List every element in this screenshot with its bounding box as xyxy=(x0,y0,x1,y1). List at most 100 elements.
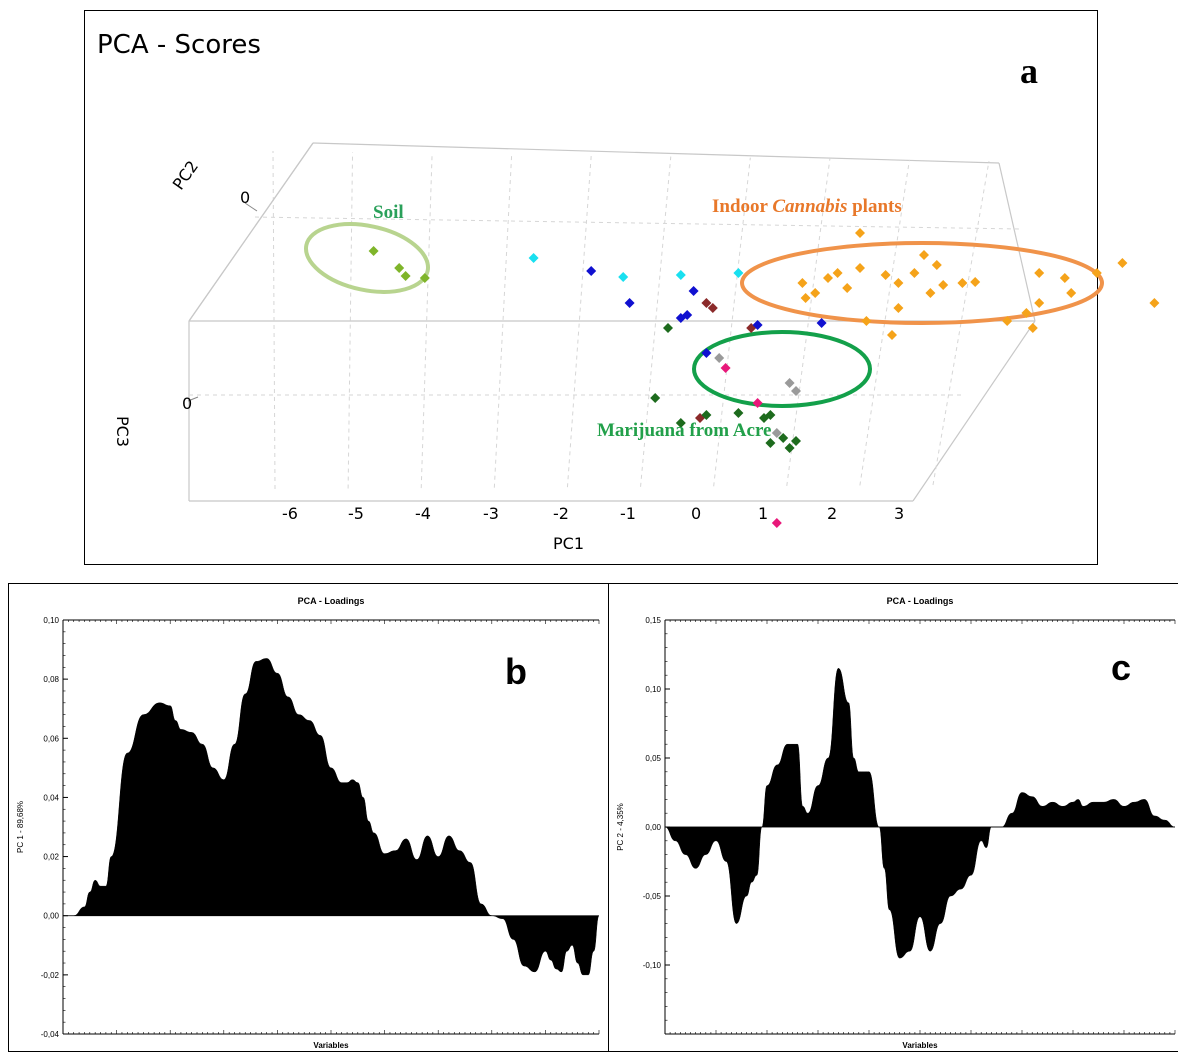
y-tick-label: 0,10 xyxy=(645,685,661,694)
pc1-tick: 1 xyxy=(758,504,768,523)
score-point-indoor xyxy=(1034,268,1045,278)
score-point-blue xyxy=(752,320,763,330)
panel-label-b: b xyxy=(505,651,527,692)
pc2-axis-label: PC2 xyxy=(169,157,202,193)
x-axis-label: Variables xyxy=(902,1041,938,1050)
score-point-indoor xyxy=(931,260,942,270)
score-point-indoor xyxy=(887,330,897,340)
score-point-cyan xyxy=(528,253,539,263)
soil-ellipse xyxy=(303,222,431,294)
y-tick-label: -0,05 xyxy=(643,892,662,901)
score-point-acre xyxy=(784,443,795,453)
pc2-loadings-panel: PCA - Loadings -0,10 -0,05 0,00 0,05 0,10 0,15… xyxy=(609,583,1178,1052)
y-tick-label: -0,04 xyxy=(41,1030,60,1039)
score-point-brown xyxy=(707,303,718,313)
score-point-indoor xyxy=(855,263,865,273)
pc3-tick-mark xyxy=(187,396,199,402)
score-point-acre xyxy=(733,408,744,418)
score-point-gray xyxy=(791,386,801,396)
score-point-acre xyxy=(778,433,789,443)
pc1-axis-label: PC1 xyxy=(553,534,584,553)
score-point-indoor xyxy=(1021,308,1032,318)
pc1-tick: -1 xyxy=(620,504,636,523)
panel-label-c: c xyxy=(1111,647,1131,688)
3d-grid xyxy=(187,142,1021,490)
pc1-loadings-panel: PCA - Loadings -0,04 -0,02 0,00 0,02 0,04 0,06… xyxy=(8,583,609,1052)
score-point-cyan xyxy=(675,270,686,280)
indoor-annotation-suffix: plants xyxy=(847,196,901,217)
score-point-blue xyxy=(624,298,635,308)
score-point-pink xyxy=(720,363,731,373)
score-point-acre xyxy=(791,436,801,446)
score-point-indoor xyxy=(861,316,872,326)
pc1-ticks: -6 -5 -4 -3 -2 -1 0 1 2 3 xyxy=(282,504,904,523)
pc1-loadings-chart: PCA - Loadings -0,04 -0,02 0,00 0,02 0,04 0,06… xyxy=(16,596,600,1050)
indoor-annotation: Indoor Cannabis plants xyxy=(712,196,902,217)
pc1-tick: -5 xyxy=(348,504,364,523)
score-point-indoor xyxy=(855,228,865,238)
pc1-tick: 2 xyxy=(827,504,837,523)
score-point-indoor xyxy=(1002,316,1013,326)
y-tick-label: 0,04 xyxy=(43,793,59,802)
pc1-tick: -2 xyxy=(553,504,569,523)
score-point-soil xyxy=(394,263,405,273)
score-point-brown xyxy=(701,298,712,308)
score-point-indoor xyxy=(938,280,949,290)
y-tick-label: 0,10 xyxy=(43,616,59,625)
pc3-tick-0: 0 xyxy=(182,394,192,413)
y-tick-label: 0,02 xyxy=(43,853,59,862)
x-axis-label: Variables xyxy=(313,1041,349,1050)
score-point-gray xyxy=(771,428,782,438)
score-point-indoor xyxy=(1034,298,1045,308)
score-point-indoor xyxy=(1117,258,1128,268)
group-ellipses xyxy=(303,222,1104,408)
pca-scores-panel: PCA - Scores a Soil Indoor Cannabis plan… xyxy=(84,10,1160,565)
score-point-gray xyxy=(784,378,795,388)
y-axis-label: PC 1 - 89,68% xyxy=(16,801,25,853)
score-point-blue xyxy=(816,318,827,328)
score-point-indoor xyxy=(797,278,808,288)
score-point-indoor xyxy=(909,268,920,278)
score-point-indoor xyxy=(823,273,833,283)
score-point-indoor xyxy=(800,293,811,303)
score-point-soil xyxy=(400,271,411,281)
pc3-axis-label: PC3 xyxy=(113,416,132,447)
score-point-indoor xyxy=(925,288,936,298)
score-point-acre xyxy=(675,418,686,428)
score-point-indoor xyxy=(842,283,853,293)
score-point-indoor xyxy=(832,268,843,278)
pc1-tick: -3 xyxy=(483,504,499,523)
pc1-tick: 0 xyxy=(691,504,701,523)
loadings-title: PCA - Loadings xyxy=(887,596,954,606)
acre-ellipse xyxy=(692,330,872,408)
y-tick-label: 0,05 xyxy=(645,754,661,763)
pc1-tick: 3 xyxy=(894,504,904,523)
pc1-tick: -4 xyxy=(415,504,431,523)
y-tick-label: -0,02 xyxy=(41,971,60,980)
soil-annotation: Soil xyxy=(373,202,404,223)
score-point-blue xyxy=(675,313,686,323)
loadings-area xyxy=(664,668,1176,959)
chart-title: PCA - Scores xyxy=(97,30,261,60)
score-point-indoor xyxy=(810,288,821,298)
loadings-title: PCA - Loadings xyxy=(298,596,365,606)
score-point-indoor xyxy=(1149,298,1160,308)
score-point-indoor xyxy=(919,250,929,260)
pc2-tick-0: 0 xyxy=(240,188,250,207)
score-point-cyan xyxy=(733,268,744,278)
score-point-blue xyxy=(688,286,699,296)
score-point-indoor xyxy=(893,303,904,313)
score-point-pink xyxy=(752,398,763,408)
score-point-soil xyxy=(419,273,430,283)
score-point-blue xyxy=(701,348,712,358)
pca-scores-chart: PCA - Scores a Soil Indoor Cannabis plan… xyxy=(97,30,1160,553)
score-point-indoor xyxy=(1091,268,1102,278)
score-points xyxy=(368,228,1160,528)
y-tick-label: 0,00 xyxy=(43,912,59,921)
pc1-tick: -6 xyxy=(282,504,298,523)
score-point-blue xyxy=(586,266,597,276)
score-point-acre xyxy=(765,438,776,448)
score-point-indoor xyxy=(1059,273,1070,283)
score-point-acre xyxy=(663,323,673,333)
indoor-annotation-prefix: Indoor xyxy=(712,196,772,217)
